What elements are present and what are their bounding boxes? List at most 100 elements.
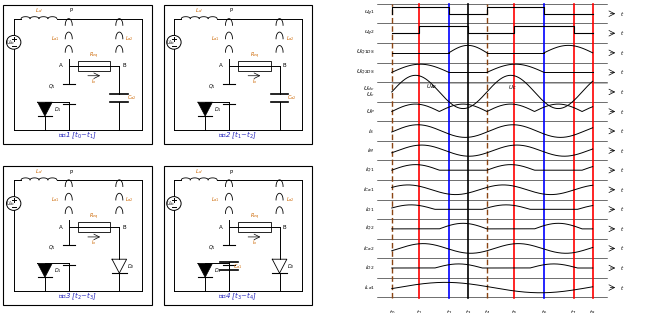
Text: $U_{dc}$: $U_{dc}$ [7,38,16,47]
Text: $I_o$: $I_o$ [252,77,257,85]
Text: $t_0$: $t_0$ [388,308,395,313]
Polygon shape [198,264,213,277]
Text: A: A [59,225,63,230]
Text: $t$: $t$ [620,127,625,135]
Text: $Q_1$: $Q_1$ [208,244,216,252]
Text: $D_2$: $D_2$ [127,262,134,271]
Text: $i_M$: $i_M$ [368,146,375,155]
Text: $t$: $t$ [620,146,625,155]
Text: $t_7$: $t_7$ [570,308,577,313]
Text: $R_{eq}$: $R_{eq}$ [250,212,259,222]
Text: $D_1$: $D_1$ [54,266,61,275]
Text: $i_{Q1}$: $i_{Q1}$ [366,166,375,175]
Text: P: P [69,8,73,13]
Text: A: A [59,64,63,69]
Text: A: A [219,64,223,69]
Text: $L_d$: $L_d$ [196,6,203,15]
Text: $t$: $t$ [620,284,625,292]
Text: P: P [230,170,233,175]
Text: $L_d$: $L_d$ [35,6,43,15]
Text: $R_{eq}$: $R_{eq}$ [90,212,99,222]
Text: $R_{eq}$: $R_{eq}$ [90,51,99,61]
Text: $i_{Q2}$: $i_{Q2}$ [366,224,375,233]
Text: $i_{D2}$: $i_{D2}$ [366,264,375,272]
Text: $L_{a1}$: $L_{a1}$ [211,196,220,204]
Text: B: B [283,64,286,69]
Text: $t$: $t$ [620,88,625,96]
Text: $L_{a2}$: $L_{a2}$ [286,196,294,204]
Text: $i_{La1}$: $i_{La1}$ [364,283,375,292]
Text: $D_1$: $D_1$ [214,105,222,114]
Text: $I_o$: $I_o$ [92,77,97,85]
Bar [3,5,152,144]
Text: $i_S$: $i_S$ [368,127,375,136]
Text: $t_4$: $t_4$ [484,308,490,313]
Text: $i_{D1}$: $i_{D1}$ [366,205,375,214]
Text: 模式4 [$t_3$~$t_4$]: 模式4 [$t_3$~$t_4$] [218,291,258,302]
Text: $t$: $t$ [620,68,625,76]
Text: $t$: $t$ [620,107,625,115]
Text: $t$: $t$ [620,186,625,194]
Text: A: A [219,225,223,230]
Text: $L_{a2}$: $L_{a2}$ [126,34,134,43]
Bar [78,222,111,232]
Text: B: B [122,64,126,69]
Bar [164,5,313,144]
Text: B: B [283,225,286,230]
Text: $U_{dc}$: $U_{dc}$ [363,85,375,94]
Text: $I_o$: $I_o$ [252,238,257,247]
Text: $L_{a1}$: $L_{a1}$ [211,34,220,43]
Text: $U_{dc}$: $U_{dc}$ [167,38,176,47]
Text: P: P [69,170,73,175]
Text: $I_o$: $I_o$ [92,238,97,247]
Polygon shape [198,102,213,116]
Text: $U_{Q1DS}$: $U_{Q1DS}$ [356,48,375,57]
Polygon shape [38,264,52,277]
Text: 模式2 [$t_1$~$t_2$]: 模式2 [$t_1$~$t_2$] [218,130,258,141]
Text: $U_P$: $U_P$ [366,107,375,116]
Text: $L_d$: $L_d$ [196,167,203,177]
Text: $R_{eq}$: $R_{eq}$ [250,51,259,61]
Text: $t$: $t$ [620,29,625,37]
Text: $C_{a1}$: $C_{a1}$ [233,262,243,271]
Text: $t_1$: $t_1$ [416,308,422,313]
Text: $t_3$: $t_3$ [465,308,471,313]
Bar [238,222,271,232]
Text: $U_{dc}$: $U_{dc}$ [7,199,16,208]
Text: $t_8$: $t_8$ [589,308,596,313]
Text: $L_{a2}$: $L_{a2}$ [286,34,294,43]
Text: $D_1$: $D_1$ [214,266,222,275]
Text: $C_{a2}$: $C_{a2}$ [287,94,296,102]
Text: $Q_1$: $Q_1$ [48,244,56,252]
Text: $Q_1$: $Q_1$ [48,82,56,91]
Text: $t$: $t$ [620,225,625,233]
Text: $U_c$: $U_c$ [366,90,375,99]
Text: $t_5$: $t_5$ [511,308,517,313]
Text: $D_2$: $D_2$ [287,262,294,271]
Text: $D_1$: $D_1$ [54,105,61,114]
Bar [164,166,313,305]
Text: $t$: $t$ [620,10,625,18]
Polygon shape [38,102,52,116]
Text: $t_2$: $t_2$ [446,308,452,313]
Text: $t$: $t$ [620,205,625,213]
Text: $t_6$: $t_6$ [541,308,547,313]
Text: $i_{Ca1}$: $i_{Ca1}$ [363,185,375,194]
Text: 模式1 [$t_0$~$t_1$]: 模式1 [$t_0$~$t_1$] [58,130,97,141]
Bar [78,61,111,71]
Text: P: P [230,8,233,13]
Text: $L_d$: $L_d$ [35,167,43,177]
Text: $L_{a1}$: $L_{a1}$ [51,34,60,43]
Text: $C_{a2}$: $C_{a2}$ [127,94,136,102]
Text: $i_{Ca2}$: $i_{Ca2}$ [363,244,375,253]
Text: $t$: $t$ [620,49,625,57]
Text: $U_{Q2DS}$: $U_{Q2DS}$ [356,68,375,77]
Text: $u_{g2}$: $u_{g2}$ [364,29,375,38]
Text: $Q_1$: $Q_1$ [208,82,216,91]
Text: $L_{a1}$: $L_{a1}$ [51,196,60,204]
Text: $U_C$: $U_C$ [508,83,517,91]
Text: B: B [122,225,126,230]
Text: $U_{dc}$: $U_{dc}$ [167,199,176,208]
Text: $t$: $t$ [620,264,625,272]
Bar [238,61,271,71]
